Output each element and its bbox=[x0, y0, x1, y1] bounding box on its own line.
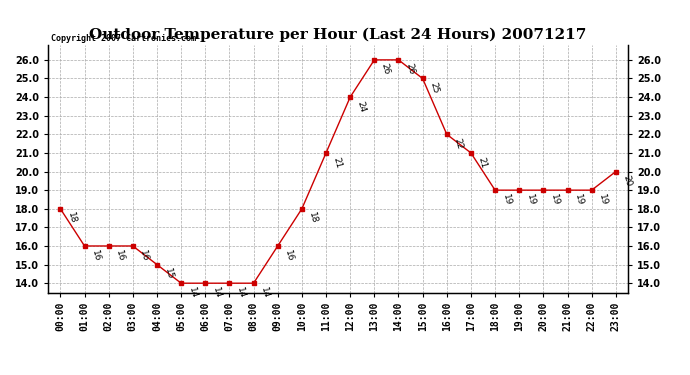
Text: 14: 14 bbox=[259, 286, 270, 299]
Text: 19: 19 bbox=[598, 193, 609, 206]
Title: Outdoor Temperature per Hour (Last 24 Hours) 20071217: Outdoor Temperature per Hour (Last 24 Ho… bbox=[90, 28, 586, 42]
Text: 14: 14 bbox=[211, 286, 222, 299]
Text: 25: 25 bbox=[428, 81, 440, 94]
Text: 19: 19 bbox=[549, 193, 560, 206]
Text: 16: 16 bbox=[139, 249, 150, 262]
Text: 26: 26 bbox=[404, 63, 415, 76]
Text: 15: 15 bbox=[163, 267, 174, 281]
Text: 16: 16 bbox=[284, 249, 295, 262]
Text: 19: 19 bbox=[525, 193, 536, 206]
Text: 14: 14 bbox=[235, 286, 246, 299]
Text: 20: 20 bbox=[622, 174, 633, 188]
Text: 18: 18 bbox=[308, 211, 319, 225]
Text: 14: 14 bbox=[187, 286, 198, 299]
Text: 19: 19 bbox=[573, 193, 584, 206]
Text: 22: 22 bbox=[453, 137, 464, 150]
Text: 21: 21 bbox=[477, 156, 488, 169]
Text: 16: 16 bbox=[90, 249, 101, 262]
Text: 18: 18 bbox=[66, 211, 77, 225]
Text: Copyright 2007 Cartronics.com: Copyright 2007 Cartronics.com bbox=[51, 33, 196, 42]
Text: 26: 26 bbox=[380, 63, 391, 76]
Text: 19: 19 bbox=[501, 193, 512, 206]
Text: 21: 21 bbox=[332, 156, 343, 169]
Text: 16: 16 bbox=[115, 249, 126, 262]
Text: 24: 24 bbox=[356, 100, 367, 113]
